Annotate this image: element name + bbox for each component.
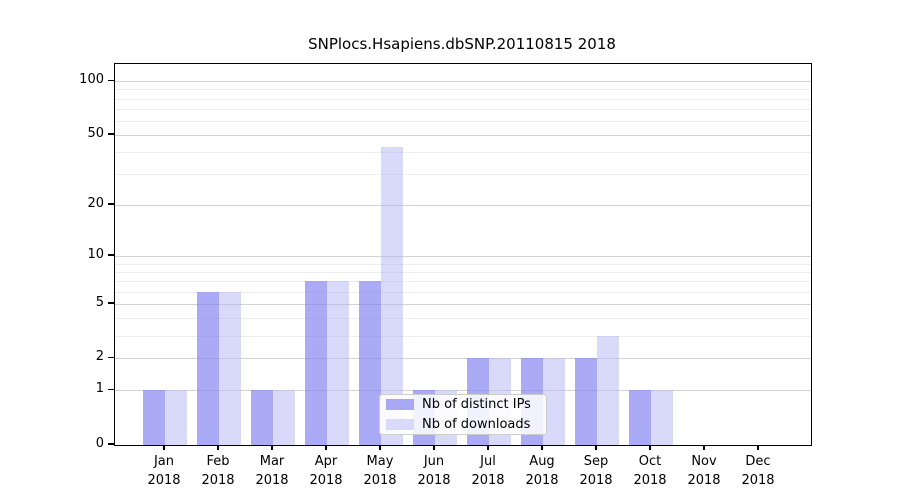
x-tick-feb — [217, 445, 219, 450]
x-tick-label-jan: Jan 2018 — [147, 454, 181, 488]
y-tick-100 — [108, 79, 114, 81]
gridline-minor-4 — [115, 318, 811, 320]
y-tick-0 — [108, 443, 114, 445]
bar-mar-ips — [251, 390, 273, 445]
x-tick-label-jun: Jun 2018 — [417, 454, 451, 488]
chart-title: SNPlocs.Hsapiens.dbSNP.20110815 2018 — [308, 35, 616, 53]
gridline-major-10 — [115, 256, 811, 257]
bar-feb-ips — [197, 291, 219, 445]
plot-area: Nb of distinct IPs Nb of downloads — [114, 63, 812, 446]
gridline-minor-40 — [115, 152, 811, 154]
y-tick-label-1: 1 — [95, 381, 104, 397]
x-tick-oct — [649, 445, 651, 450]
x-tick-label-mar: Mar 2018 — [255, 454, 289, 488]
bar-sep-ips — [575, 358, 597, 445]
x-tick-jul — [487, 445, 489, 450]
bar-may-downloads — [381, 146, 403, 445]
bar-apr-ips — [305, 281, 327, 445]
gridline-minor-6 — [115, 291, 811, 293]
x-tick-aug — [541, 445, 543, 450]
bar-aug-downloads — [543, 358, 565, 445]
gridline-major-20 — [115, 205, 811, 206]
gridline-major-50 — [115, 135, 811, 137]
gridline-minor-80 — [115, 98, 811, 100]
legend-swatch-downloads — [386, 418, 414, 430]
gridline-major-2 — [115, 358, 811, 360]
x-tick-label-apr: Apr 2018 — [309, 454, 343, 488]
gridline-minor-8 — [115, 271, 811, 273]
x-tick-jun — [433, 445, 435, 450]
bar-oct-downloads — [651, 390, 673, 445]
legend-label-downloads: Nb of downloads — [422, 416, 531, 432]
y-tick-label-100: 100 — [79, 72, 104, 88]
bar-jan-downloads — [165, 390, 187, 445]
legend-item-distinct-ips: Nb of distinct IPs — [386, 397, 540, 413]
y-tick-2 — [108, 356, 114, 359]
bar-mar-downloads — [273, 390, 295, 445]
gridline-minor-60 — [115, 121, 811, 122]
legend-swatch-distinct-ips — [386, 399, 414, 411]
gridline-minor-7 — [115, 281, 811, 283]
gridline-minor-9 — [115, 263, 811, 265]
bar-may-ips — [359, 281, 381, 445]
x-tick-may — [379, 445, 381, 450]
gridline-major-1 — [115, 390, 811, 392]
y-tick-10 — [108, 254, 114, 256]
y-tick-20 — [108, 203, 114, 205]
x-tick-label-feb: Feb 2018 — [201, 454, 235, 488]
x-tick-label-aug: Aug 2018 — [525, 454, 559, 488]
gridline-minor-30 — [115, 174, 811, 176]
x-tick-label-may: May 2018 — [363, 454, 397, 488]
legend-label-distinct-ips: Nb of distinct IPs — [422, 397, 531, 413]
gridline-major-100 — [115, 81, 811, 83]
x-tick-jan — [163, 445, 165, 450]
y-tick-1 — [108, 388, 114, 391]
bar-feb-downloads — [219, 291, 241, 445]
x-tick-label-oct: Oct 2018 — [633, 454, 667, 488]
x-tick-dec — [757, 445, 759, 450]
y-tick-label-2: 2 — [95, 349, 104, 365]
y-tick-label-50: 50 — [87, 126, 104, 142]
bar-apr-downloads — [327, 281, 349, 445]
x-tick-sep — [595, 445, 597, 450]
x-tick-mar — [271, 445, 273, 450]
y-tick-5 — [108, 302, 114, 304]
bar-sep-downloads — [597, 335, 619, 445]
x-tick-label-jul: Jul 2018 — [471, 454, 505, 488]
y-tick-label-10: 10 — [87, 247, 104, 262]
bar-oct-ips — [629, 390, 651, 445]
x-tick-apr — [325, 445, 327, 450]
gridline-minor-3 — [115, 335, 811, 337]
y-tick-label-5: 5 — [95, 294, 104, 310]
gridline-minor-70 — [115, 109, 811, 110]
x-tick-label-nov: Nov 2018 — [687, 454, 721, 488]
y-tick-label-20: 20 — [87, 196, 104, 211]
legend: Nb of distinct IPs Nb of downloads — [379, 394, 547, 435]
x-tick-label-dec: Dec 2018 — [741, 454, 775, 488]
y-tick-50 — [108, 133, 114, 135]
x-tick-label-sep: Sep 2018 — [579, 454, 613, 488]
y-tick-label-0: 0 — [95, 436, 104, 451]
bar-jan-ips — [143, 390, 165, 445]
legend-item-downloads: Nb of downloads — [386, 417, 540, 433]
gridline-minor-90 — [115, 89, 811, 91]
gridline-major-5 — [115, 303, 811, 305]
x-tick-nov — [703, 445, 705, 450]
